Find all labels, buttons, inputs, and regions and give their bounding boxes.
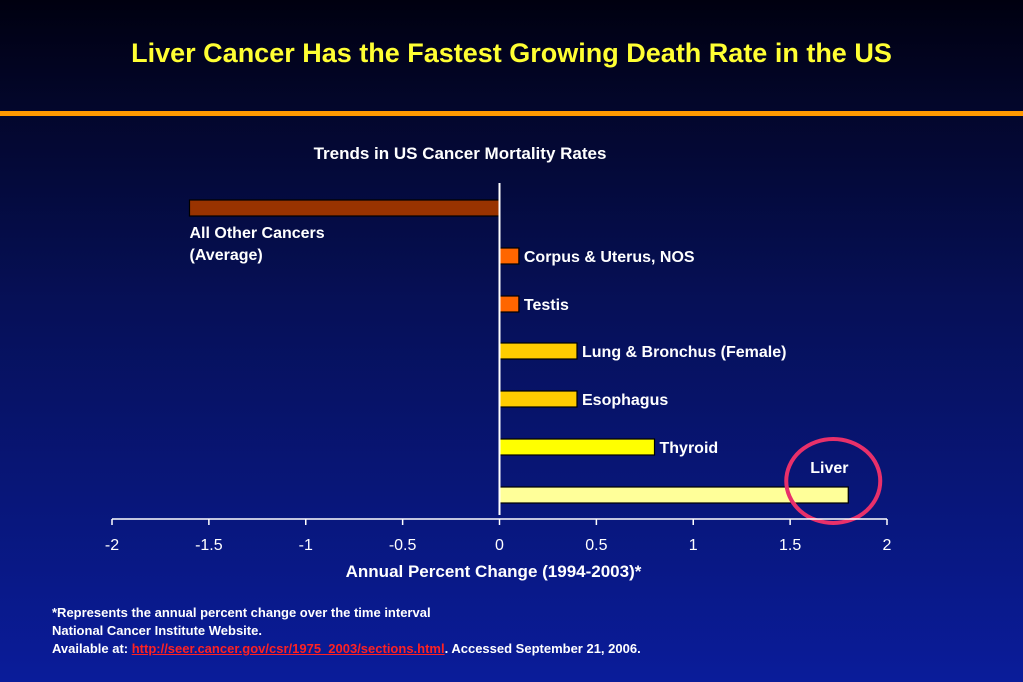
source-link[interactable]: http://seer.cancer.gov/csr/1975_2003/sec… — [131, 641, 445, 656]
footnote-line-3: Available at: http://seer.cancer.gov/csr… — [52, 640, 641, 658]
x-tick-label: 1 — [689, 537, 698, 554]
category-label: All Other Cancers — [190, 225, 325, 242]
x-tick-label: 2 — [883, 537, 892, 554]
category-label: Testis — [524, 297, 569, 314]
category-label: Esophagus — [582, 392, 668, 409]
bar — [498, 486, 849, 504]
highlight-circle — [784, 437, 883, 525]
bar — [188, 199, 501, 217]
bar — [498, 247, 520, 265]
slide-title: Liver Cancer Has the Fastest Growing Dea… — [131, 38, 892, 68]
footnote-line-1: *Represents the annual percent change ov… — [52, 605, 431, 620]
bar-chart: All Other Cancers (Average) Corpus & Uteru… — [105, 199, 892, 581]
category-label: (Average) — [190, 247, 263, 264]
x-tick-label: 1.5 — [779, 537, 801, 554]
bar — [498, 438, 656, 456]
accessed-text: . Accessed September 21, 2006. — [444, 641, 641, 656]
x-tick-label: -2 — [105, 537, 119, 554]
category-label: Lung & Bronchus (Female) — [582, 344, 786, 361]
available-prefix: Available at: — [52, 641, 132, 656]
x-tick-label: 0 — [495, 537, 504, 554]
bar — [498, 295, 520, 313]
x-tick-label: 0.5 — [585, 537, 607, 554]
category-label: Thyroid — [660, 440, 719, 457]
footnote-line-2: National Cancer Institute Website. — [52, 623, 262, 638]
title-divider — [0, 111, 1023, 116]
category-label: Corpus & Uterus, NOS — [524, 249, 695, 266]
chart-title: Trends in US Cancer Mortality Rates — [313, 144, 607, 163]
x-tick-label: -1 — [299, 537, 313, 554]
footnote: *Represents the annual percent change ov… — [52, 604, 641, 658]
bar — [498, 342, 578, 360]
category-label: Liver — [810, 460, 848, 477]
x-tick-label: -1.5 — [195, 537, 223, 554]
bar — [498, 390, 578, 408]
x-tick-label: -0.5 — [389, 537, 417, 554]
x-axis-title: Annual Percent Change (1994-2003)* — [346, 562, 642, 581]
